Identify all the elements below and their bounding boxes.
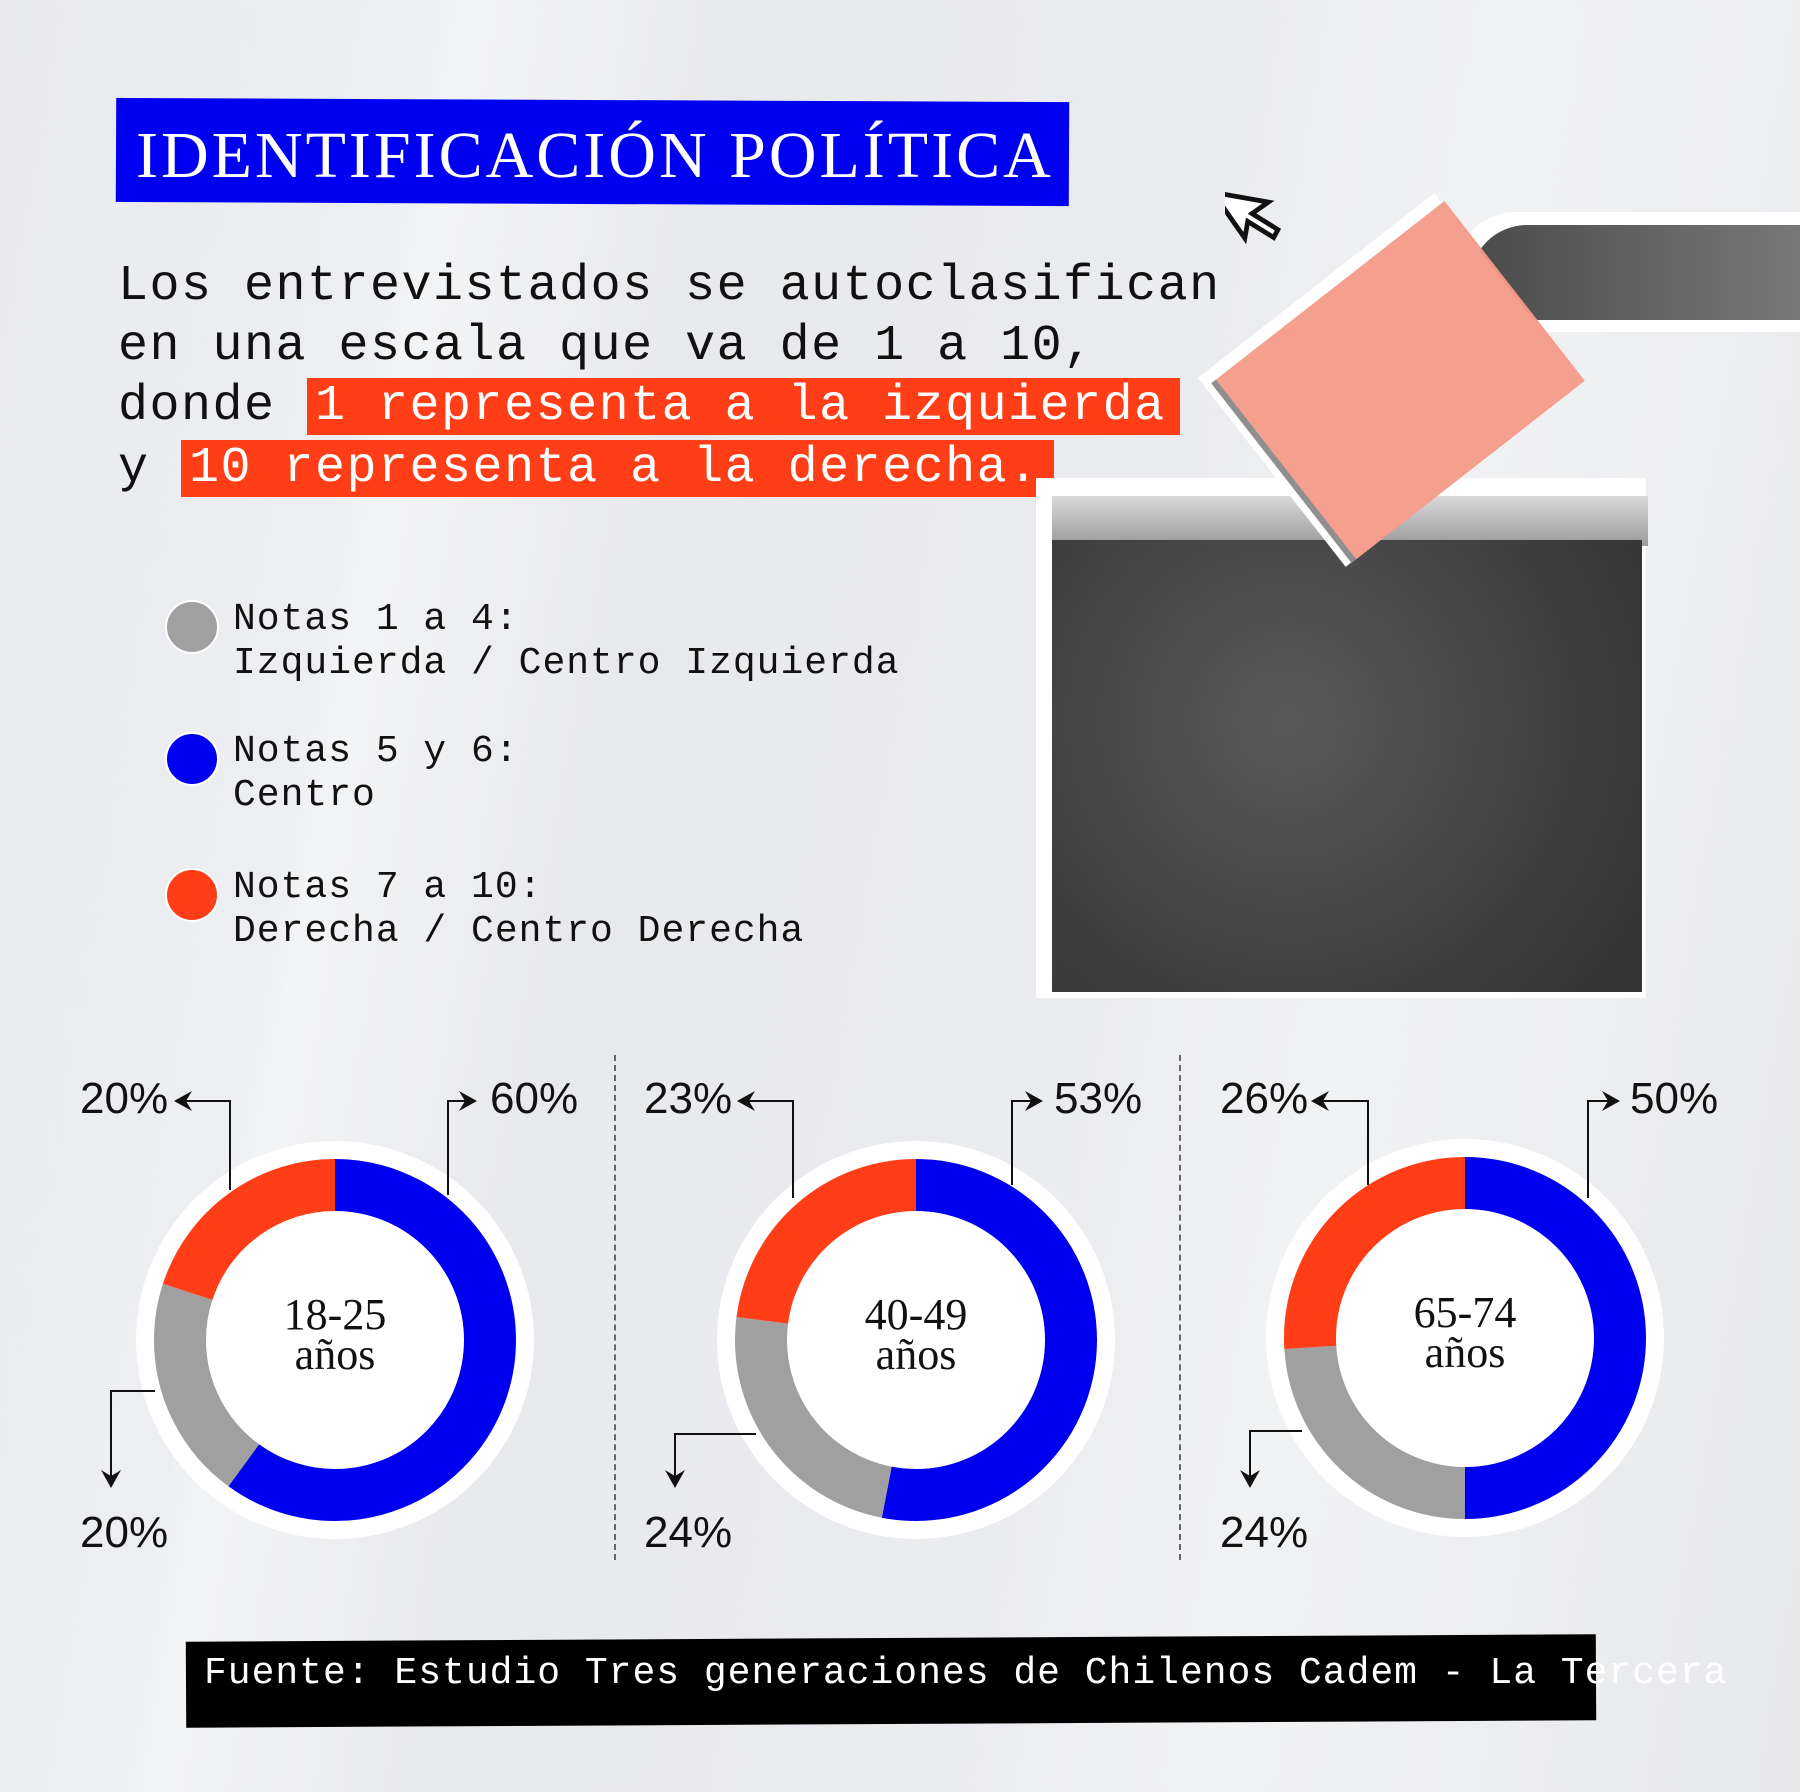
age-range: 65-74 — [1413, 1288, 1517, 1337]
intro-line-1: Los entrevistados se autoclasifican — [118, 258, 1221, 315]
legend-label: Notas 7 a 10: — [233, 866, 543, 909]
highlight-izquierda: 1 representa a la izquierda — [307, 378, 1180, 435]
pct-derecha-40-49: 23% — [644, 1074, 733, 1123]
age-range: 18-25 — [283, 1290, 387, 1339]
chart-divider — [1179, 1055, 1181, 1560]
legend-item-derecha: Notas 7 a 10: Derecha / Centro Derecha — [165, 866, 804, 954]
intro-line-4-prefix: y — [118, 440, 182, 497]
age-unit: años — [1424, 1328, 1506, 1377]
legend-desc: Izquierda / Centro Izquierda — [233, 642, 900, 685]
source-text: Fuente: Estudio Tres generaciones de Chi… — [204, 1652, 1728, 1695]
age-label-18-25: 18-25 años — [215, 1290, 455, 1379]
age-unit: años — [875, 1330, 957, 1379]
legend-text: Notas 7 a 10: Derecha / Centro Derecha — [233, 866, 804, 954]
page-title: IDENTIFICACIÓN POLÍTICA — [136, 119, 1054, 192]
donut-chart-65-74 — [1240, 1091, 1664, 1537]
legend-text: Notas 1 a 4: Izquierda / Centro Izquierd… — [233, 598, 900, 686]
age-range: 40-49 — [864, 1290, 968, 1339]
intro-line-3: donde 1 representa a la izquierda — [118, 378, 1180, 435]
legend-desc: Derecha / Centro Derecha — [233, 910, 805, 953]
age-unit: años — [294, 1330, 376, 1379]
legend-item-izquierda: Notas 1 a 4: Izquierda / Centro Izquierd… — [165, 598, 900, 686]
pct-centro-18-25: 60% — [490, 1074, 579, 1123]
pct-centro-65-74: 50% — [1630, 1074, 1719, 1123]
intro-line-3-prefix: donde — [118, 378, 308, 435]
pct-izquierda-18-25: 20% — [80, 1508, 169, 1557]
pct-izquierda-40-49: 24% — [644, 1508, 733, 1557]
donut-chart-40-49 — [665, 1091, 1115, 1539]
pct-derecha-18-25: 20% — [80, 1074, 169, 1123]
pixel-cursor-icon — [1225, 188, 1281, 245]
donut-charts — [101, 1091, 1664, 1539]
legend-label: Notas 5 y 6: — [233, 730, 519, 773]
age-label-65-74: 65-74 años — [1345, 1288, 1585, 1377]
legend-desc: Centro — [233, 774, 376, 817]
legend-item-centro: Notas 5 y 6: Centro — [165, 730, 519, 818]
legend-dot-blue-icon — [165, 732, 219, 786]
legend-dot-red-icon — [165, 868, 219, 922]
age-label-40-49: 40-49 años — [796, 1290, 1036, 1379]
legend-label: Notas 1 a 4: — [233, 598, 519, 641]
highlight-derecha: 10 representa a la derecha. — [181, 440, 1054, 497]
intro-line-4: y 10 representa a la derecha. — [118, 440, 1054, 497]
donut-chart-18-25 — [101, 1091, 534, 1539]
pct-izquierda-65-74: 24% — [1220, 1508, 1309, 1557]
legend-text: Notas 5 y 6: Centro — [233, 730, 519, 818]
pct-centro-40-49: 53% — [1054, 1074, 1143, 1123]
chart-divider — [614, 1055, 616, 1560]
pct-derecha-65-74: 26% — [1220, 1074, 1309, 1123]
intro-line-2: en una escala que va de 1 a 10, — [118, 318, 1095, 375]
ballot-box-icon — [1052, 540, 1642, 992]
legend-dot-gray-icon — [165, 600, 219, 654]
